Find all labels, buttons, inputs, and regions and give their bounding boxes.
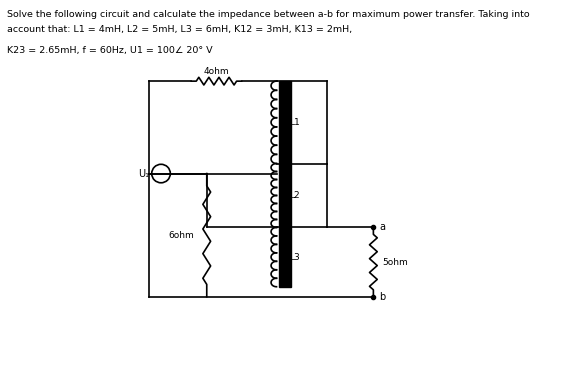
Text: b: b [380, 292, 386, 302]
Bar [279, 81, 291, 287]
Text: L3: L3 [289, 253, 300, 262]
Text: 4ohm: 4ohm [204, 67, 229, 76]
Text: U₁: U₁ [138, 168, 150, 179]
Text: L2: L2 [289, 191, 299, 200]
Text: L1: L1 [289, 118, 300, 127]
Text: account that: L1 = 4mH, L2 = 5mH, L3 = 6mH, K12 = 3mH, K13 = 2mH,: account that: L1 = 4mH, L2 = 5mH, L3 = 6… [7, 25, 352, 34]
Text: K23 = 2.65mH, f = 60Hz, U1 = 100∠ 20° V: K23 = 2.65mH, f = 60Hz, U1 = 100∠ 20° V [7, 46, 212, 55]
Text: 5ohm: 5ohm [383, 258, 409, 267]
Text: 6ohm: 6ohm [168, 231, 195, 240]
Text: Solve the following circuit and calculate the impedance between a-b for maximum : Solve the following circuit and calculat… [7, 10, 529, 19]
Text: a: a [380, 223, 386, 232]
